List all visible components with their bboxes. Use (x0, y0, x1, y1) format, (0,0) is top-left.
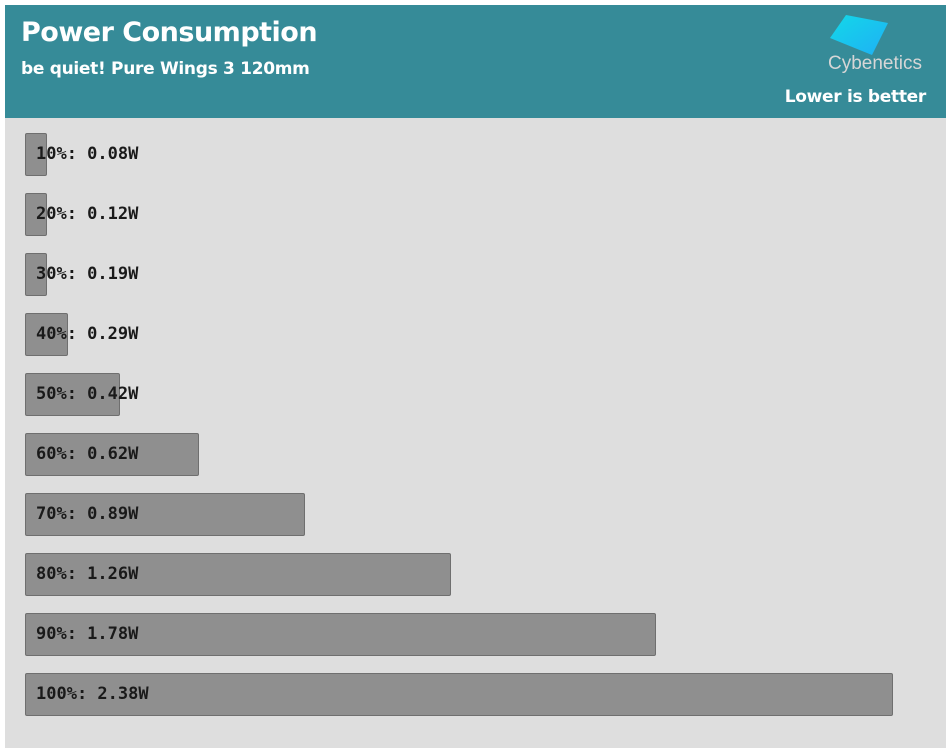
bar-label: 80%: 1.26W (36, 564, 139, 584)
bar-30% (25, 253, 47, 296)
bar-label: 40%: 0.29W (36, 324, 139, 344)
bar-100% (25, 673, 893, 716)
logo-text: Cybenetics (828, 53, 922, 74)
bar-10% (25, 133, 47, 176)
bar-label: 10%: 0.08W (36, 144, 139, 164)
bar-20% (25, 193, 47, 236)
bar-70% (25, 493, 306, 536)
bar-50% (25, 373, 120, 416)
bar-label: 50%: 0.42W (36, 384, 139, 404)
bar-label: 20%: 0.12W (36, 204, 139, 224)
bar-label: 90%: 1.78W (36, 624, 139, 644)
bar-label: 30%: 0.19W (36, 264, 139, 284)
bar-60% (25, 433, 199, 476)
bar-90% (25, 613, 657, 656)
bar-40% (25, 313, 69, 356)
lower-is-better-note: Lower is better (784, 87, 927, 107)
cybenetics-logo-icon (830, 15, 888, 55)
bar-label: 60%: 0.62W (36, 444, 139, 464)
chart-subtitle: be quiet! Pure Wings 3 120mm (21, 59, 310, 79)
chart-frame: Power Consumption be quiet! Pure Wings 3… (5, 5, 946, 748)
bar-label: 100%: 2.38W (36, 684, 149, 704)
chart-title: Power Consumption (21, 17, 318, 48)
bar-label: 70%: 0.89W (36, 504, 139, 524)
plot-area: 10%: 0.08W 20%: 0.12W 30%: 0.19W 40%: 0.29W… (5, 118, 946, 748)
chart-header: Power Consumption be quiet! Pure Wings 3… (5, 5, 946, 118)
bar-80% (25, 553, 452, 596)
